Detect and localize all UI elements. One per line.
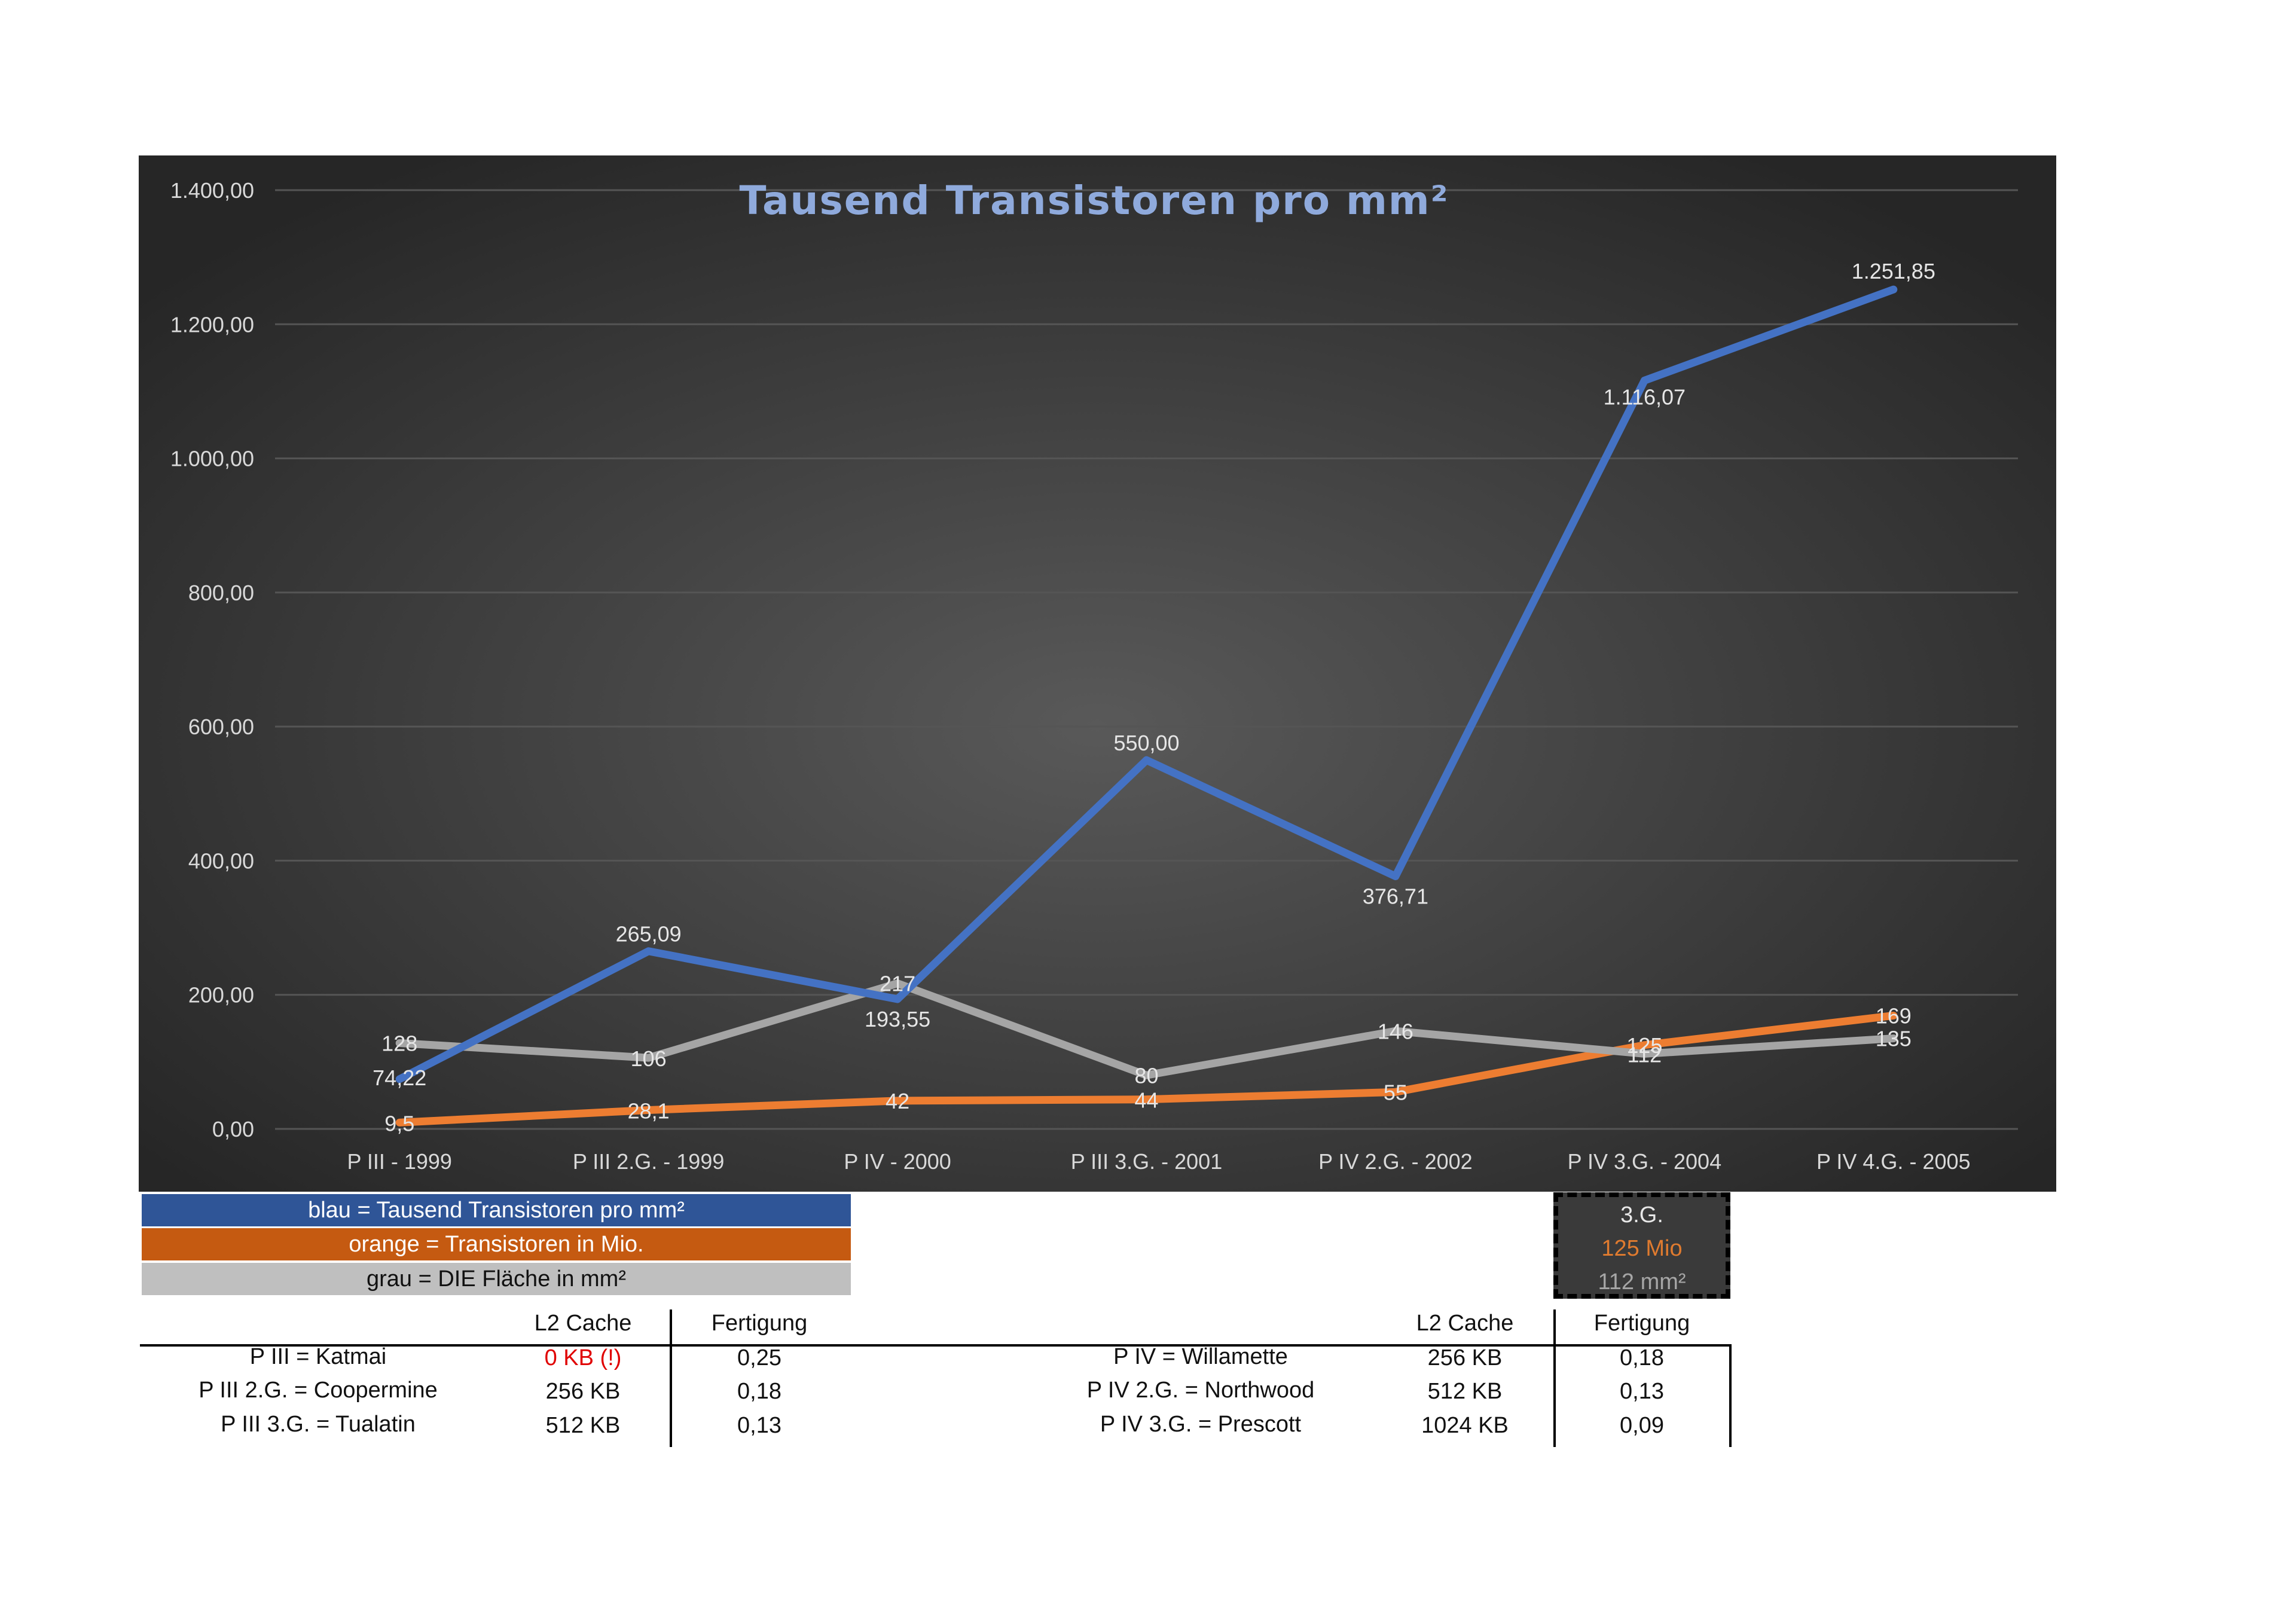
y-tick-label: 400,00 <box>188 848 254 873</box>
table-row-name: P IV 3.G. = Prescott <box>1100 1412 1302 1437</box>
data-label-orange: 44 <box>1134 1088 1158 1113</box>
y-axis-tick-labels: 0,00 200,00 400,00 600,00 800,00 1.000,00 1.20… <box>170 178 254 1141</box>
data-label-orange: 9,5 <box>384 1111 414 1135</box>
data-label-grey: 106 <box>631 1046 667 1071</box>
table-row-name: P III 3.G. = Tualatin <box>221 1412 416 1437</box>
x-tick-label: P IV - 2000 <box>844 1149 951 1174</box>
data-label-orange: 28,1 <box>628 1098 670 1123</box>
x-tick-label: P III - 1999 <box>347 1149 451 1174</box>
data-label-grey: 135 <box>1876 1027 1912 1051</box>
right-header-cache: L2 Cache <box>1416 1311 1514 1336</box>
left-header-fab: Fertigung <box>711 1311 808 1336</box>
chart-area-background <box>139 155 2056 1192</box>
y-tick-label: 1.200,00 <box>170 312 254 337</box>
y-tick-label: 800,00 <box>188 581 254 605</box>
table-row-cache: 256 KB <box>1427 1345 1503 1370</box>
data-label-orange: 125 <box>1626 1033 1662 1058</box>
x-tick-label: P III 3.G. - 2001 <box>1071 1149 1222 1174</box>
series-line-grey <box>395 979 1898 1079</box>
right-header-fab: Fertigung <box>1593 1311 1690 1336</box>
y-tick-label: 1.000,00 <box>170 447 254 471</box>
table-row-cache: 512 KB <box>1427 1379 1503 1404</box>
table-row-fab: 0,18 <box>737 1379 781 1404</box>
table-row-fab: 0,13 <box>737 1413 781 1438</box>
series-line-blue <box>395 285 1898 1083</box>
legend-grey: grau = DIE Fläche in mm² <box>142 1263 851 1295</box>
table-divider-right <box>1729 1344 1732 1447</box>
data-label-blue: 1.251,85 <box>1852 259 1935 283</box>
x-tick-label: P IV 4.G. - 2005 <box>1816 1149 1970 1174</box>
generation-info-box: 3.G. 125 Mio 112 mm² <box>1553 1192 1730 1299</box>
x-tick-label: P III 2.G. - 1999 <box>573 1149 724 1174</box>
series-line-orange <box>395 1011 1898 1127</box>
x-tick-label: P IV 2.G. - 2002 <box>1318 1149 1472 1174</box>
table-row-fab: 0,25 <box>737 1345 781 1370</box>
table-row-fab: 0,09 <box>1620 1413 1664 1438</box>
data-labels: 74,22 265,09 193,55 550,00 376,71 1.116,07 1.2… <box>373 259 1935 1135</box>
table-row-fab: 0,18 <box>1620 1345 1664 1370</box>
table-row-cache: 1024 KB <box>1421 1413 1509 1438</box>
table-row-name: P III = Katmai <box>249 1344 387 1369</box>
data-label-blue: 74,22 <box>373 1066 426 1090</box>
chart-title: Tausend Transistoren pro mm² <box>739 178 1449 224</box>
table-row-cache: 0 KB (!) <box>544 1345 622 1370</box>
data-label-blue: 193,55 <box>865 1007 930 1031</box>
table-divider-left <box>670 1309 672 1447</box>
die-area: 112 mm² <box>1598 1269 1686 1295</box>
data-label-grey: 128 <box>381 1031 417 1055</box>
y-tick-label: 200,00 <box>188 983 254 1008</box>
y-tick-label: 600,00 <box>188 715 254 739</box>
table-row-fab: 0,13 <box>1620 1379 1664 1404</box>
transistor-count: 125 Mio <box>1601 1236 1683 1261</box>
x-tick-label: P IV 3.G. - 2004 <box>1568 1149 1721 1174</box>
generation-label: 3.G. <box>1620 1202 1663 1228</box>
table-row-cache: 256 KB <box>545 1379 621 1404</box>
table-row-name: P IV = Willamette <box>1113 1344 1288 1369</box>
y-tick-label: 0,00 <box>212 1117 254 1141</box>
left-header-cache: L2 Cache <box>534 1311 632 1336</box>
data-label-grey: 146 <box>1378 1019 1413 1043</box>
data-label-grey: 112 <box>1628 1042 1662 1067</box>
data-label-blue: 1.116,07 <box>1604 384 1686 409</box>
legend-orange: orange = Transistoren in Mio. <box>142 1228 851 1260</box>
data-label-blue: 265,09 <box>616 922 682 947</box>
data-label-blue: 550,00 <box>1113 731 1179 755</box>
data-label-grey: 217 <box>880 972 915 996</box>
table-row-cache: 512 KB <box>545 1413 621 1438</box>
table-divider-mid <box>1553 1309 1556 1447</box>
y-tick-label: 1.400,00 <box>170 178 254 203</box>
table-row-name: P III 2.G. = Coopermine <box>199 1378 438 1403</box>
data-label-blue: 376,71 <box>1363 884 1428 909</box>
data-label-orange: 42 <box>886 1089 909 1113</box>
data-label-orange: 169 <box>1876 1003 1912 1028</box>
x-axis-tick-labels: P III - 1999 P III 2.G. - 1999 P IV - 2000… <box>347 1149 1970 1174</box>
data-label-orange: 55 <box>1384 1080 1407 1104</box>
table-row-name: P IV 2.G. = Northwood <box>1086 1378 1315 1403</box>
series-lines <box>395 285 1898 1127</box>
data-label-grey: 80 <box>1134 1063 1158 1088</box>
table-header-rule <box>140 1344 1732 1347</box>
legend-blue: blau = Tausend Transistoren pro mm² <box>142 1194 851 1226</box>
